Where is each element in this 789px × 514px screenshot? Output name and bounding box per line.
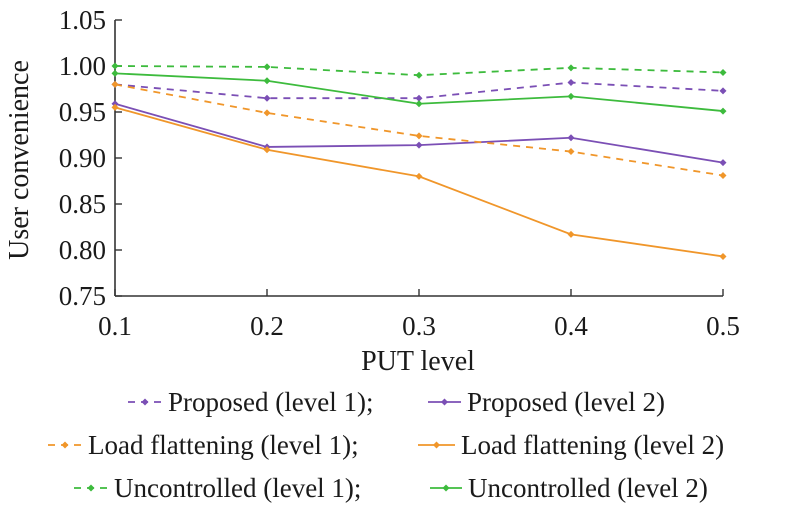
legend-swatch-marker (441, 398, 448, 406)
data-point (415, 100, 423, 108)
data-point (111, 69, 119, 77)
x-axis-title: PUT level (361, 346, 475, 377)
data-point (111, 80, 119, 88)
data-point (719, 171, 727, 179)
x-tick-label: 0.1 (98, 311, 132, 341)
legend-label: Proposed (level 2) (467, 387, 665, 417)
legend-swatch-marker (442, 484, 450, 492)
series-3 (111, 80, 727, 179)
series-2 (111, 100, 727, 167)
data-point (263, 109, 271, 117)
legend-entry: Proposed (level 1); (128, 387, 373, 417)
y-tick-label: 0.95 (59, 97, 106, 127)
legend-swatch-marker (61, 441, 69, 449)
legend-entry: Uncontrolled (level 2) (430, 473, 708, 503)
data-point (567, 64, 575, 72)
data-point (263, 77, 271, 85)
series-layer (111, 62, 727, 260)
legend-label: Uncontrolled (level 2) (468, 473, 708, 503)
legend: Proposed (level 1); Proposed (level 2) Loa… (48, 387, 724, 503)
legend-entry: Proposed (level 2) (428, 387, 665, 417)
x-tick-label: 0.2 (250, 311, 284, 341)
legend-label: Load flattening (level 1) (88, 430, 351, 460)
data-point (567, 92, 575, 100)
series-1 (111, 79, 727, 102)
data-point (263, 146, 271, 154)
series-4 (111, 103, 727, 260)
y-tick-label: 1.05 (59, 5, 106, 35)
data-point (719, 68, 727, 76)
y-tick-label: 0.80 (59, 235, 106, 265)
data-point (111, 100, 119, 108)
legend-separator: ; (354, 473, 362, 503)
legend-separator: ; (366, 387, 374, 417)
data-point (415, 172, 423, 180)
data-point (719, 159, 727, 167)
data-point (415, 71, 423, 79)
legend-swatch-marker (433, 441, 440, 449)
legend-entry: Load flattening (level 2) (418, 430, 724, 460)
y-tick-label: 0.85 (59, 189, 106, 219)
legend-label: Uncontrolled (level 1) (114, 473, 354, 503)
legend-swatch-marker (141, 398, 149, 406)
data-point (567, 134, 575, 142)
x-tick-label: 0.4 (554, 311, 588, 341)
axes: 0.75 0.80 0.85 0.90 0.95 1.00 1.05 0.1 0.2 0.3 0.4… (59, 5, 740, 341)
x-tick-label: 0.3 (402, 311, 436, 341)
y-tick-label: 1.00 (59, 51, 106, 81)
data-point (263, 63, 271, 71)
data-point (263, 94, 271, 102)
y-tick-label: 0.75 (59, 281, 106, 311)
legend-entry: Load flattening (level 1); (48, 430, 359, 460)
data-point (719, 87, 727, 95)
series-5 (111, 62, 727, 79)
series-line (114, 83, 724, 177)
data-point (719, 252, 727, 260)
legend-entry: Uncontrolled (level 1); (74, 473, 361, 503)
data-point (415, 141, 423, 149)
legend-swatch-marker (87, 484, 95, 492)
data-point (567, 148, 575, 156)
legend-label: Proposed (level 1) (168, 387, 366, 417)
data-point (415, 132, 423, 140)
data-point (719, 107, 727, 115)
legend-separator: ; (351, 430, 359, 460)
data-point (111, 62, 119, 70)
legend-label: Load flattening (level 2) (461, 430, 724, 460)
y-tick-label: 0.90 (59, 143, 106, 173)
data-point (415, 94, 423, 102)
data-point (567, 79, 575, 87)
x-tick-label: 0.5 (706, 311, 740, 341)
series-6 (111, 69, 727, 115)
data-point (567, 230, 575, 238)
data-point (111, 103, 119, 111)
y-axis-title: User convenience (4, 60, 35, 260)
